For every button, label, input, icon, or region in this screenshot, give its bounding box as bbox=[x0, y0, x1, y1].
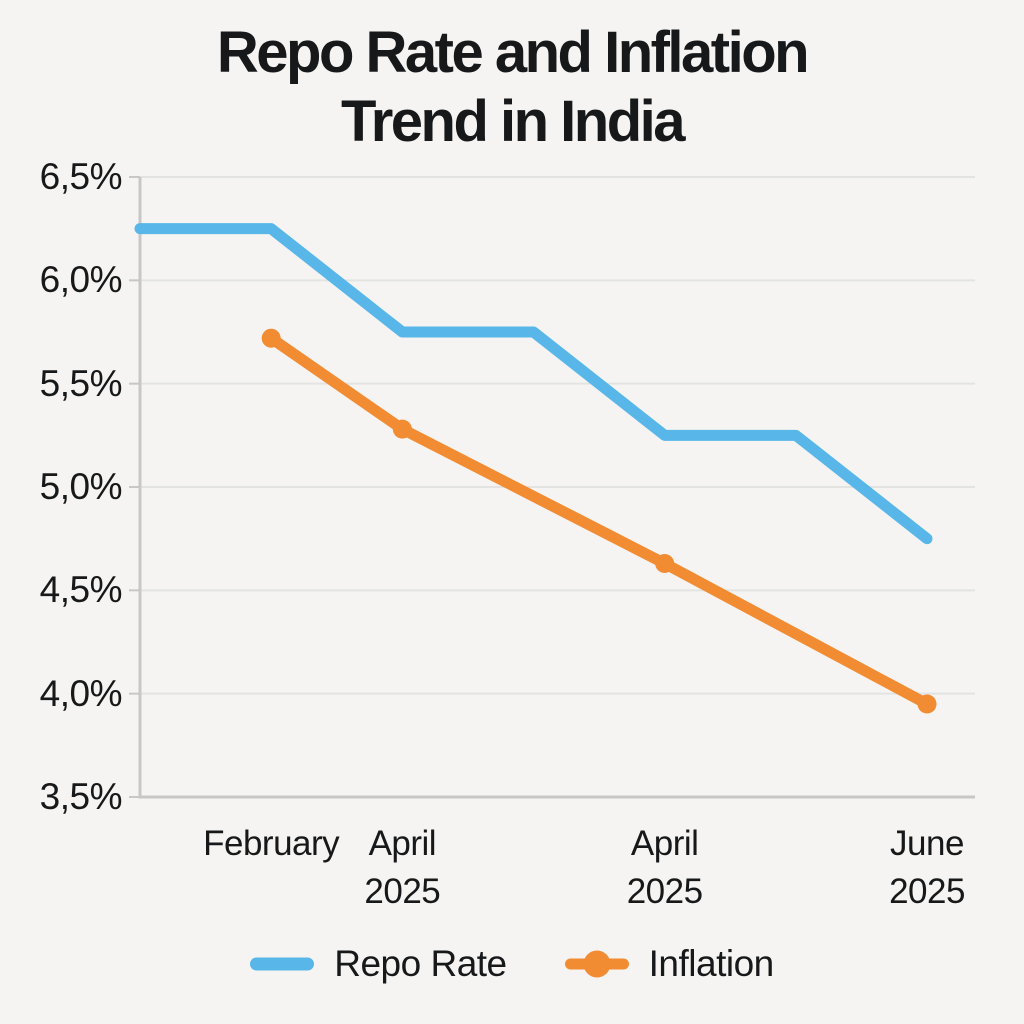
data-point-marker bbox=[917, 694, 937, 714]
series-line-inflation bbox=[265, 332, 933, 710]
data-point-marker bbox=[392, 419, 412, 439]
chart-title: Repo Rate and Inflation Trend in India bbox=[0, 18, 1024, 156]
x-tick-label-line: April bbox=[630, 824, 699, 863]
inflation-line-dot-swatch bbox=[564, 950, 629, 978]
y-tick-label: 4,0% bbox=[39, 672, 123, 714]
x-tick-label: June 2025 bbox=[889, 820, 965, 916]
y-tick-label: 6,5% bbox=[39, 156, 123, 197]
x-tick-label-line: 2025 bbox=[364, 872, 441, 911]
x-tick-label: April 2025 bbox=[627, 820, 703, 916]
legend: Repo Rate Inflation bbox=[0, 936, 1024, 992]
legend-label-repo-rate: Repo Rate bbox=[334, 943, 507, 984]
repo-rate-line-swatch bbox=[250, 957, 315, 971]
x-tick-label-line: 2025 bbox=[889, 872, 965, 911]
legend-item-repo-rate: Repo Rate bbox=[250, 943, 507, 985]
y-tick-label: 3,5% bbox=[39, 776, 123, 817]
data-point-marker bbox=[261, 328, 281, 348]
x-tick-label-line: February bbox=[203, 824, 340, 863]
y-tick-label: 6,0% bbox=[39, 259, 123, 301]
y-tick-label: 5,5% bbox=[39, 362, 123, 404]
x-tick-label: April 2025 bbox=[364, 820, 440, 916]
y-tick-label: 4,5% bbox=[39, 569, 123, 611]
y-tick-label: 5,0% bbox=[39, 466, 123, 507]
chart-title-line1: Repo Rate and Inflation bbox=[216, 20, 810, 85]
chart-title-line2: Trend in India bbox=[340, 89, 686, 154]
x-tick-label-line: June bbox=[890, 824, 964, 863]
x-tick-label: February bbox=[203, 820, 340, 868]
legend-label-inflation: Inflation bbox=[648, 943, 775, 984]
legend-item-inflation: Inflation bbox=[564, 943, 775, 985]
x-tick-label-line: April bbox=[368, 824, 437, 863]
series-line-repo-rate bbox=[134, 223, 933, 545]
data-point-marker bbox=[655, 553, 675, 573]
x-tick-label-line: 2025 bbox=[626, 872, 703, 911]
